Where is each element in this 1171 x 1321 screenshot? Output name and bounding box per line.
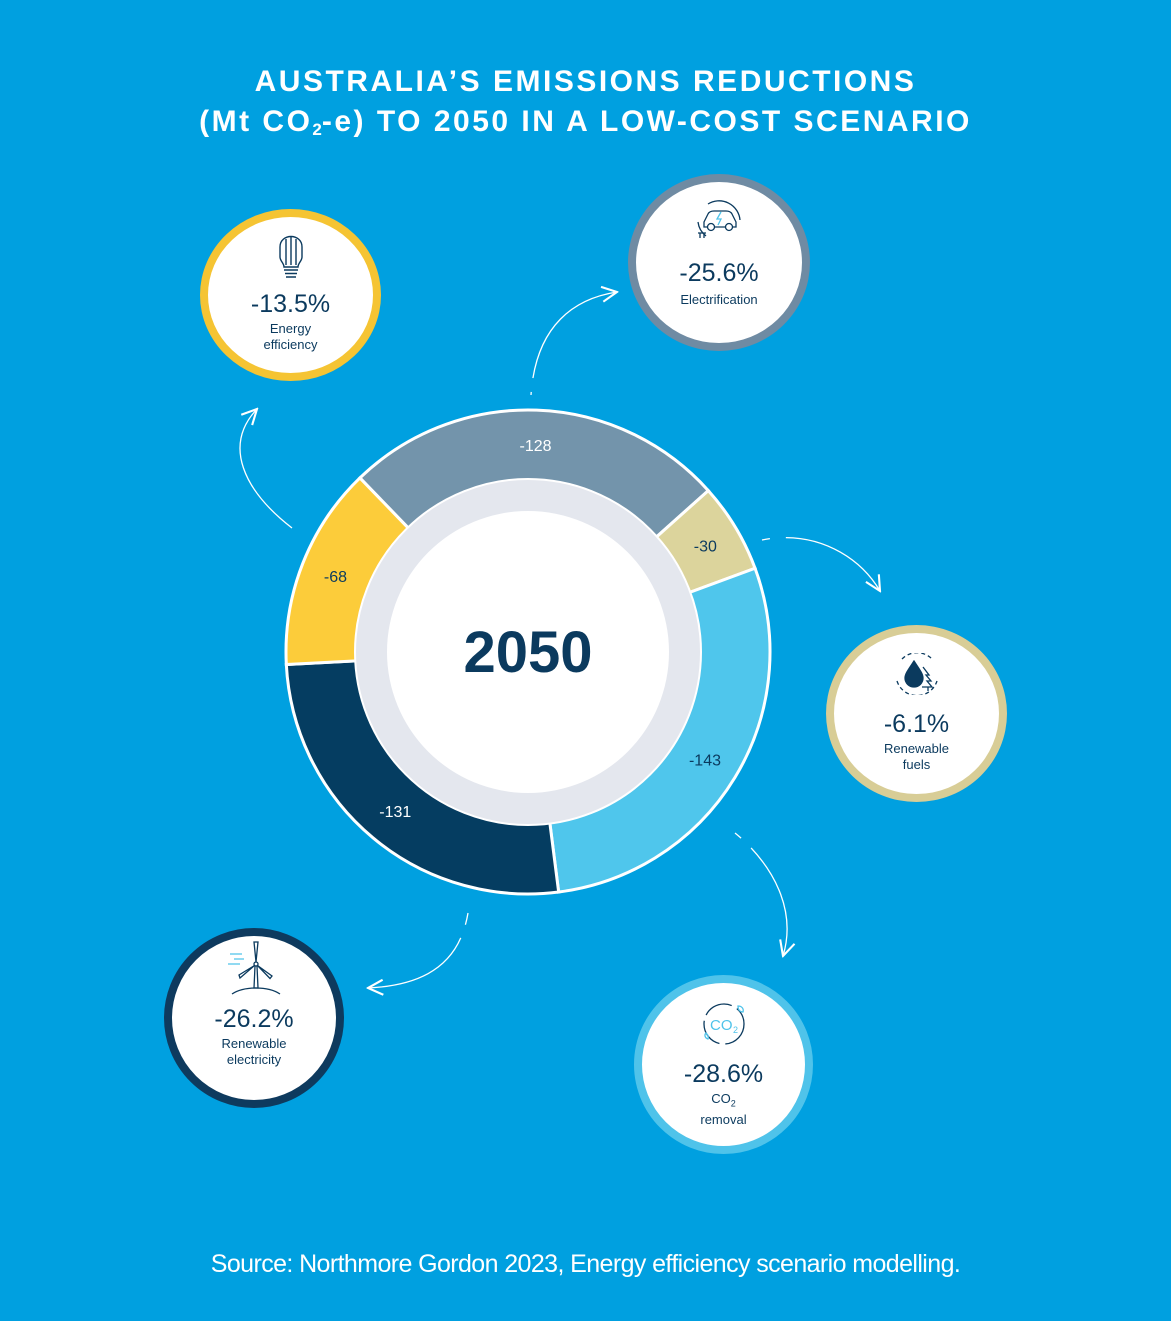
connector-arrows (239, 292, 880, 988)
donut-center (387, 511, 669, 793)
source-note: Source: Northmore Gordon 2023, Energy ef… (210, 1250, 961, 1278)
co2-removal-label: CO2 removal (652, 1091, 795, 1128)
title-line-2-prefix: (Mt CO (199, 105, 313, 138)
electric-car-icon (694, 200, 744, 242)
renewable-electricity-label-line-2: electricity (226, 1052, 282, 1067)
renewable-electricity-percentage: -26.2% (214, 1005, 294, 1033)
electrification-bubble: -25.6% Electrification (628, 174, 810, 351)
water-drop-tree-icon (892, 653, 942, 695)
co2-removal-label-line-2: removal (700, 1111, 747, 1127)
title-line-2: (Mt CO2-e) TO 2050 IN A LOW-COST SCENARI… (0, 102, 1171, 150)
chart-title: AUSTRALIA’S EMISSIONS REDUCTIONS (Mt CO2… (0, 62, 1171, 150)
slice-value-label: -143 (689, 752, 721, 769)
co2-removal-bubble: CO 2 -28.6% CO2 removal (634, 975, 813, 1154)
arrow-to-energy-efficiency (239, 409, 293, 529)
energy-efficiency-percentage: -13.5% (250, 290, 331, 318)
slice-value-label: -128 (519, 438, 551, 455)
slice-value-label: -131 (379, 804, 411, 821)
co2-cycle-icon: CO 2 (698, 1001, 750, 1047)
arrow-to-renewable-electricity (368, 912, 469, 988)
renewable-fuels-label: Renewable fuels (844, 741, 989, 773)
energy-efficiency-label-line-1: Energy (269, 321, 312, 336)
renewable-fuels-label-line-1: Renewable (883, 741, 950, 756)
slice-value-label: -30 (694, 538, 717, 555)
energy-efficiency-bubble: -13.5% Energy efficiency (200, 209, 381, 381)
co2-removal-label-co: CO (711, 1091, 731, 1106)
title-line-1: AUSTRALIA’S EMISSIONS REDUCTIONS (254, 65, 917, 98)
renewable-electricity-bubble: -26.2% Renewable electricity (164, 928, 344, 1108)
co2-removal-label-subscript: 2 (730, 1098, 736, 1109)
co2-removal-label-line-1: CO2 (652, 1091, 795, 1112)
electrification-percentage: -25.6% (679, 259, 759, 287)
renewable-fuels-percentage: -6.1% (883, 710, 950, 738)
energy-efficiency-label-line-2: efficiency (263, 337, 318, 352)
renewable-fuels-label-line-2: fuels (902, 757, 931, 772)
arrow-to-renewable-fuels (761, 536, 880, 591)
slice-value-labels: -128 -30 -143 -131 -68 (324, 438, 721, 821)
renewable-electricity-label: Renewable electricity (182, 1036, 326, 1068)
wind-turbine-icon (224, 938, 284, 996)
co2-icon-subscript: 2 (733, 1025, 738, 1035)
center-year-label: 2050 (463, 620, 592, 685)
title-line-2-subscript: 2 (312, 120, 322, 139)
arrow-to-electrification (530, 292, 617, 396)
slice-value-label: -68 (324, 569, 347, 586)
arrow-to-co2-removal (734, 832, 787, 956)
electrification-label: Electrification (680, 292, 758, 307)
co2-icon-text: CO (710, 1017, 733, 1034)
renewable-fuels-bubble: -6.1% Renewable fuels (826, 625, 1007, 802)
energy-efficiency-label: Energy efficiency (218, 321, 363, 353)
title-line-2-suffix: -e) TO 2050 IN A LOW-COST SCENARIO (321, 105, 972, 138)
light-bulb-icon (275, 229, 307, 281)
co2-removal-percentage: -28.6% (683, 1060, 764, 1088)
renewable-electricity-label-line-1: Renewable (221, 1036, 287, 1051)
